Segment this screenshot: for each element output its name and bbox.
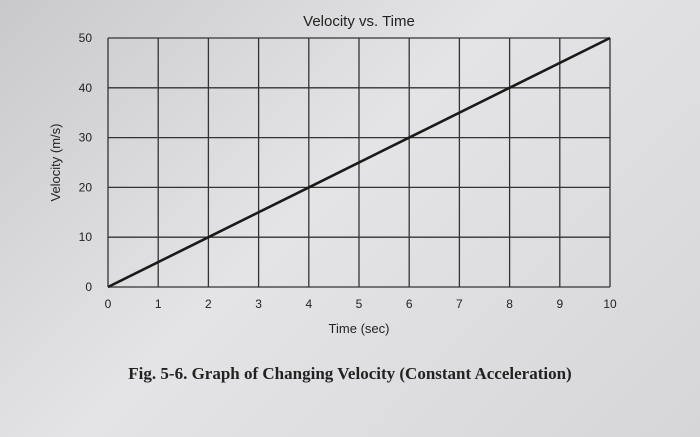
y-tick-label-0: 0 xyxy=(85,280,92,294)
chart-title: Velocity vs. Time xyxy=(303,13,415,30)
velocity-chart: Velocity vs. Time 0 1 2 3 4 5 6 7 8 9 10 0 10 20 30 40 50… xyxy=(48,13,617,336)
series-line xyxy=(107,36,611,289)
y-tick-label-4: 40 xyxy=(79,81,93,95)
y-tick-label-2: 20 xyxy=(79,180,93,194)
x-tick-label-6: 6 xyxy=(406,297,413,311)
x-tick-label-1: 1 xyxy=(155,297,162,311)
y-tick-label-3: 30 xyxy=(79,131,93,145)
x-tick-label-0: 0 xyxy=(105,297,112,311)
x-tick-label-3: 3 xyxy=(255,297,262,311)
x-tick-label-10: 10 xyxy=(603,297,617,311)
x-tick-label-5: 5 xyxy=(356,297,363,311)
x-tick-label-2: 2 xyxy=(205,297,212,311)
x-tick-label-7: 7 xyxy=(456,297,463,311)
line-layer xyxy=(107,36,611,289)
y-axis-label: Velocity (m/s) xyxy=(48,123,63,201)
x-axis-label: Time (sec) xyxy=(329,321,390,336)
x-tick-label-4: 4 xyxy=(305,297,312,311)
figure-caption: Fig. 5-6. Graph of Changing Velocity (Co… xyxy=(128,364,572,383)
x-tick-label-8: 8 xyxy=(506,297,513,311)
y-tick-label-5: 50 xyxy=(79,31,93,45)
y-tick-label-1: 10 xyxy=(79,230,93,244)
text-layer: Velocity vs. Time 0 1 2 3 4 5 6 7 8 9 10 0 10 20 30 40 50… xyxy=(48,13,617,336)
x-tick-label-9: 9 xyxy=(556,297,563,311)
